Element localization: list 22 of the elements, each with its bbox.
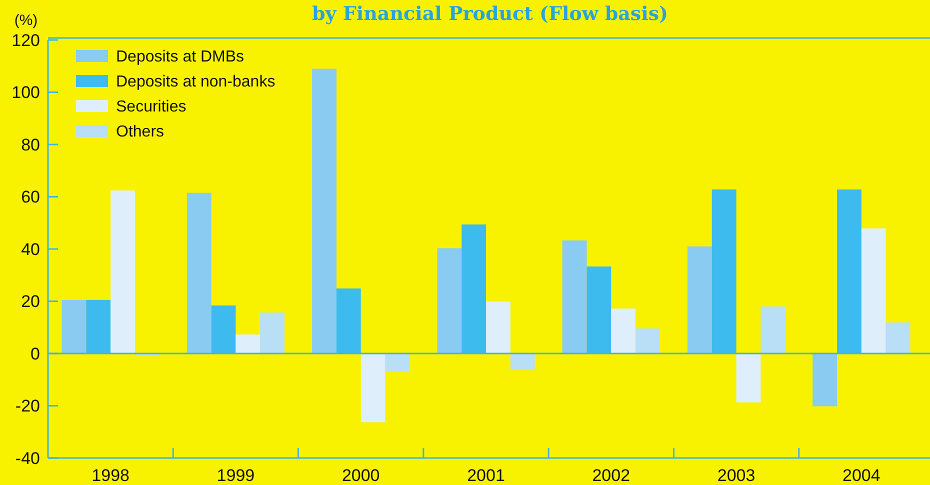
legend-label: Securities xyxy=(116,98,186,116)
x-tick-label: 1999 xyxy=(216,466,255,485)
legend-label: Deposits at non-banks xyxy=(116,74,276,91)
x-tick-label: 2000 xyxy=(342,466,380,485)
y-tick-label: 40 xyxy=(21,240,40,259)
y-tick-label: -40 xyxy=(15,448,40,468)
x-tick-label: 2001 xyxy=(467,466,505,485)
x-tick-label: 2002 xyxy=(592,466,630,485)
legend-label: Deposits at DMBs xyxy=(116,48,244,66)
x-tick-label: 2003 xyxy=(717,466,756,485)
y-tick-label: 20 xyxy=(21,292,40,312)
y-tick-label: 80 xyxy=(21,135,40,154)
y-tick-label: 100 xyxy=(12,83,40,102)
x-tick-label: 2004 xyxy=(842,466,880,485)
legend-label: Others xyxy=(116,124,164,141)
y-tick-label: 60 xyxy=(21,188,40,207)
y-axis-title: (%) xyxy=(14,12,38,29)
chart-title: by Financial Product (Flow basis) xyxy=(312,3,668,25)
y-tick-label: 120 xyxy=(12,30,40,50)
x-tick-label: 1998 xyxy=(92,466,130,485)
y-tick-label: -20 xyxy=(15,396,40,416)
y-tick-label: 0 xyxy=(30,344,40,364)
